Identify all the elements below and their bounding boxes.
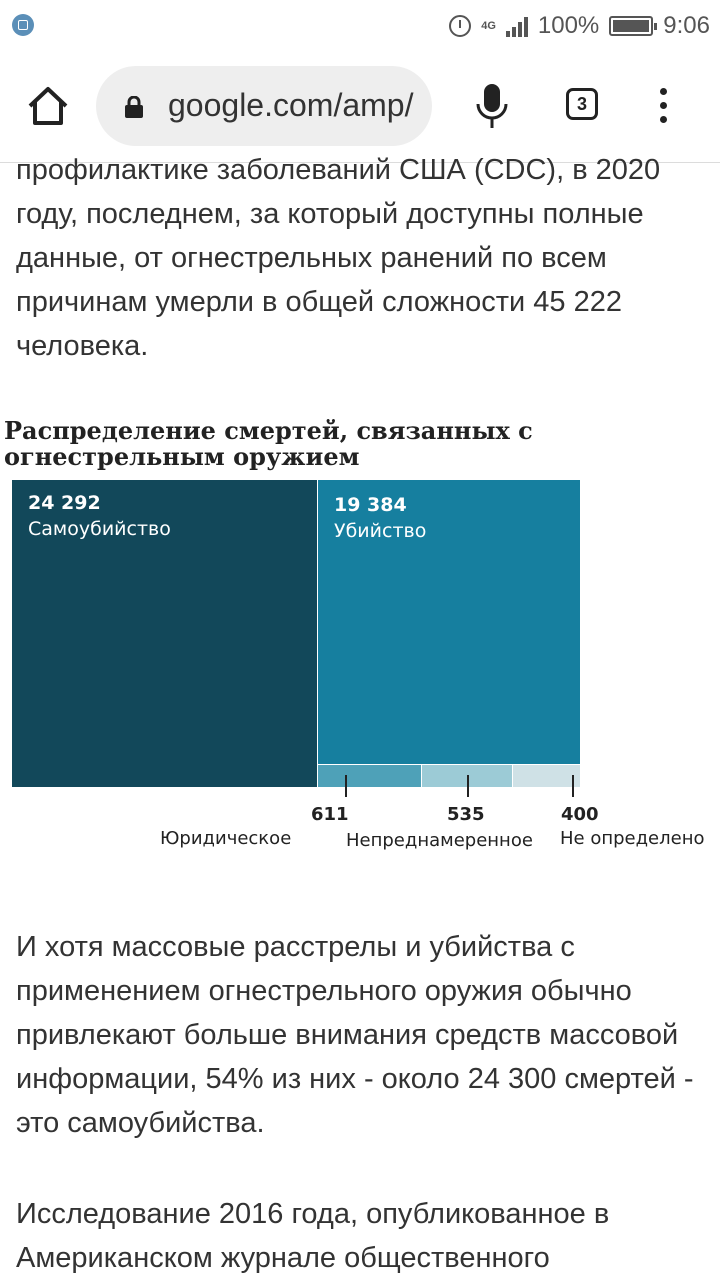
home-icon[interactable] [26,84,70,128]
label-undetermined: Не определено [560,828,705,849]
address-bar[interactable]: google.com/amp/ [96,66,432,146]
battery-percent: 100% [537,12,600,39]
value-unintentional: 535 [447,804,485,825]
notification-icon [12,14,34,36]
treemap-cell-undetermined [513,765,580,787]
signal-icon [505,15,528,37]
tick-unintentional [467,775,469,797]
treemap-cell-legal [318,765,421,787]
tab-switcher-button[interactable]: 3 [566,88,598,120]
network-type: 4G [481,19,496,32]
value-suicide: 24 292 [28,492,101,514]
status-bar: 4G 100% 9:06 [0,0,720,52]
label-unintentional: Непреднамеренное [346,830,533,851]
tick-legal [345,775,347,797]
battery-icon [609,16,658,36]
treemap-cell-homicide: 19 384 Убийство [318,480,580,764]
value-legal: 611 [311,804,349,825]
more-menu-icon[interactable] [656,86,670,126]
alarm-icon [449,15,472,37]
value-undetermined: 400 [561,804,599,825]
lock-icon [125,96,143,118]
label-homicide: Убийство [334,520,427,542]
article-paragraph: профилактике заболеваний США (CDC), в 20… [16,154,661,362]
treemap-chart: Распределение смертей, связанных с огнес… [0,400,720,870]
browser-toolbar: google.com/amp/ 3 [0,52,720,163]
microphone-icon[interactable] [472,82,512,130]
clock: 9:06 [663,12,710,39]
treemap-cell-suicide: 24 292 Самоубийство [12,480,317,787]
article-paragraph: И хотя массовые расстрелы и убийства с п… [16,931,694,1139]
article-paragraph: Исследование 2016 года, опубликованное в… [16,1198,610,1274]
chart-title: Распределение смертей, связанных с огнес… [4,416,533,471]
tick-undetermined [572,775,574,797]
label-suicide: Самоубийство [28,518,171,540]
value-homicide: 19 384 [334,494,407,516]
url-text: google.com/amp/ [168,87,414,123]
status-icons: 4G 100% 9:06 [449,8,710,44]
label-legal: Юридическое [160,828,292,849]
